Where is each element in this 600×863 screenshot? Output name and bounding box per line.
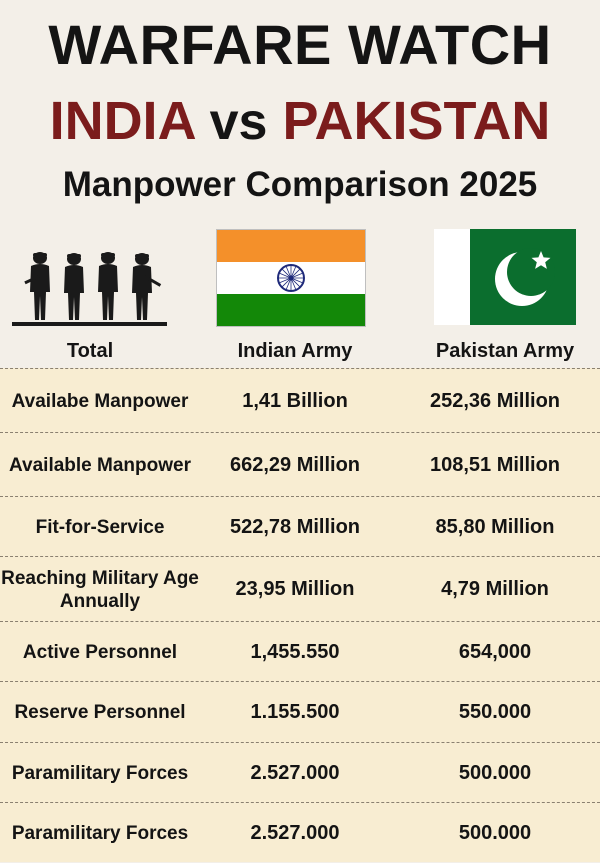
table-row: Active Personnel 1,455.550 654,000 [0,621,600,682]
row-label: Available Manpower [9,454,191,476]
table-row: Fit-for-Service 522,78 Million 85,80 Mil… [0,496,600,557]
row-label: Active Personnel [22,641,178,663]
pakistan-value: 500.000 [458,821,532,844]
table-row: Reaching Military Age Annually 23,95 Mil… [0,556,600,622]
india-value: 2.527.000 [250,821,340,844]
india-value: 522,78 Million [229,515,361,538]
row-label: Reserve Personnel [14,702,186,723]
vs-label: vs [209,93,268,151]
comparison-table: Availabe Manpower 1,41 Billion 252,36 Mi… [0,368,600,862]
india-value: 1,455.550 [250,640,340,663]
row-label: Paramilitary Forces [11,762,189,784]
page-subtitle: Manpower Comparison 2025 [62,165,538,204]
pakistan-value: 252,36 Million [429,389,561,412]
country-a-name: INDIA [49,91,195,151]
page-title: WARFARE WATCH [48,13,552,76]
pakistan-value: 85,80 Million [435,515,555,538]
india-value: 23,95 Million [235,578,355,600]
table-row: Paramilitary Forces 2.527.000 500.000 [0,742,600,803]
india-value: 662,29 Million [229,453,361,476]
table-row: Availabe Manpower 1,41 Billion 252,36 Mi… [0,368,600,433]
soldiers-silhouette-icon [12,252,167,326]
india-flag-icon [216,229,366,327]
india-value: 1.155.500 [250,701,340,723]
row-label: Fit-for-Service [35,516,165,538]
column-header-india: Indian Army [237,340,353,362]
row-label: Reaching Military Age Annually [1,567,199,612]
table-row: Paramilitary Forces 2.527.000 500.000 [0,802,600,863]
pakistan-value: 500.000 [458,761,532,784]
row-label: Paramilitary Forces [11,822,189,844]
table-row: Reserve Personnel 1.155.500 550.000 [0,681,600,743]
country-b-name: PAKISTAN [282,91,551,151]
pakistan-value: 108,51 Million [429,453,561,476]
pakistan-value: 4,79 Million [441,578,549,600]
column-header-total: Total [66,340,114,362]
matchup-title: INDIA vs PAKISTAN [0,88,600,155]
pakistan-flag-icon [434,229,576,325]
row-label: Availabe Manpower [11,390,189,412]
table-row: Available Manpower 662,29 Million 108,51… [0,432,600,497]
india-value: 2.527.000 [250,761,340,784]
pakistan-value: 550.000 [458,701,532,723]
column-header-pakistan: Pakistan Army [435,340,575,362]
pakistan-value: 654,000 [458,640,532,663]
india-value: 1,41 Billion [242,389,348,412]
